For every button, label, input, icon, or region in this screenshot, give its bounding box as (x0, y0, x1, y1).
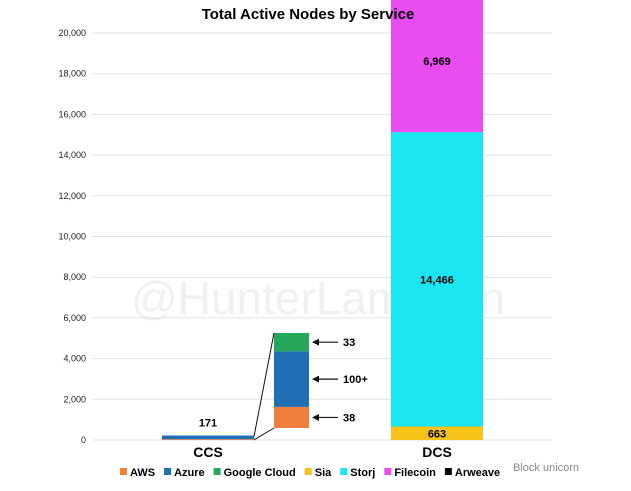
legend-label-filecoin: Filecoin (394, 467, 436, 479)
callout-label-azure: 100+ (343, 374, 368, 386)
zoom-connector-bottom (253, 427, 275, 441)
zoom-connector-top (253, 332, 275, 437)
category-labels: CCS DCS (193, 444, 452, 460)
legend-swatch-arweave (444, 468, 452, 475)
category-label-ccs: CCS (193, 444, 223, 460)
y-tick-label: 6,000 (63, 313, 86, 323)
category-label-dcs: DCS (422, 444, 452, 460)
y-tick-label: 4,000 (63, 354, 86, 364)
bar-ccs-azure (162, 437, 254, 440)
y-tick-label: 14,000 (58, 150, 86, 160)
bar-dcs-filecoin (391, 0, 483, 133)
ccs-total-label: 171 (199, 418, 217, 430)
legend-swatch-aws (120, 468, 127, 475)
legend-swatch-azure (164, 468, 172, 475)
credit-text: Block unicorn (513, 462, 579, 474)
zoom-segment-google-cloud (274, 333, 309, 352)
y-tick-label: 2,000 (63, 394, 86, 404)
y-tick-label: 18,000 (58, 69, 86, 79)
chart-title: Total Active Nodes by Service (202, 6, 415, 23)
y-axis-ticks: 0 2,000 4,000 6,000 8,000 10,000 12,000 14,000 1… (58, 28, 86, 445)
bar-ccs-visible-strip (162, 435, 254, 438)
legend-label-arweave: Arweave (455, 467, 500, 479)
y-tick-label: 0 (81, 435, 86, 445)
legend-label-storj: Storj (350, 467, 375, 479)
legend-label-google-cloud: Google Cloud (224, 467, 296, 479)
legend-swatch-sia (304, 468, 312, 475)
callout-arrow-head-google-cloud (312, 338, 319, 346)
y-tick-label: 10,000 (58, 232, 86, 242)
legend: AWS Azure Google Cloud Sia Storj Filecoin Arwe… (120, 467, 500, 479)
y-tick-label: 8,000 (63, 272, 86, 282)
bar-ccs-aws (162, 439, 254, 440)
legend-label-sia: Sia (315, 467, 332, 479)
dcs-segment-label-sia: 663 (428, 428, 446, 440)
bar-dcs-sia (391, 426, 483, 440)
zoom-segment-aws (274, 406, 309, 428)
legend-swatch-filecoin (384, 468, 392, 475)
legend-swatch-google-cloud (213, 468, 221, 475)
y-tick-label: 12,000 (58, 191, 86, 201)
legend-swatch-storj (340, 468, 348, 475)
y-tick-label: 16,000 (58, 109, 86, 119)
dcs-segment-label-storj: 14,466 (420, 274, 454, 286)
zoom-segment-azure (274, 351, 309, 407)
callout-arrow-head-aws (312, 413, 319, 421)
legend-label-aws: AWS (130, 467, 155, 479)
y-tick-label: 20,000 (58, 28, 86, 38)
bars (162, 0, 483, 441)
callout-arrow-head-azure (312, 375, 319, 383)
dcs-segment-label-filecoin: 6,969 (423, 56, 451, 68)
bar-dcs-storj (391, 132, 483, 427)
callout-label-google-cloud: 33 (343, 337, 355, 349)
legend-label-azure: Azure (174, 467, 205, 479)
callout-label-aws: 38 (343, 412, 355, 424)
